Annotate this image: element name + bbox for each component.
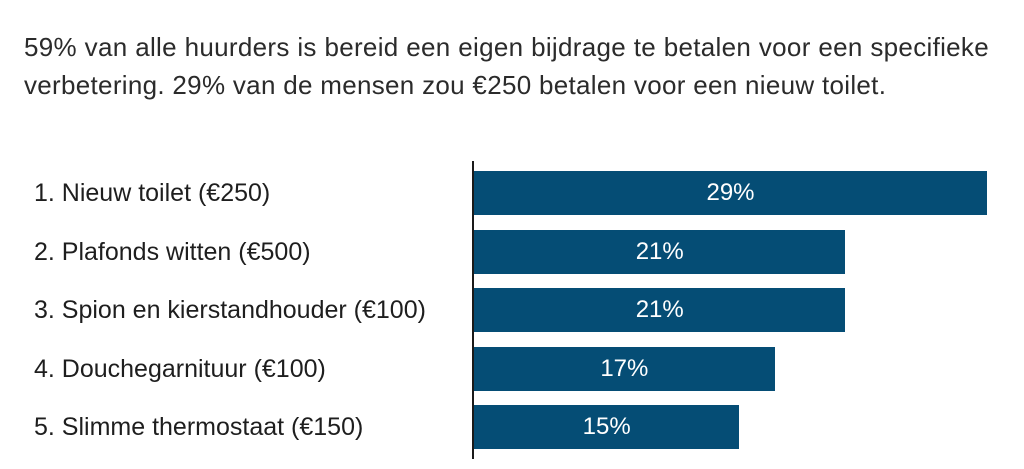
bar — [474, 346, 775, 391]
bar-value-label: 21% — [635, 296, 684, 323]
bar — [474, 229, 846, 274]
category-label: 5. Slimme thermostaat (€150) — [34, 413, 364, 441]
bar-value-label: 29% — [706, 179, 755, 206]
category-label: 4. Douchegarnituur (€100) — [34, 354, 326, 383]
category-label: 2. Plafonds witten (€500) — [34, 237, 311, 266]
bar — [474, 171, 987, 215]
bar — [474, 288, 846, 332]
intro-text: 59% van alle huurders is bereid een eige… — [24, 32, 989, 100]
bar-value-label: 15% — [582, 413, 631, 440]
bar — [474, 405, 740, 449]
chart-axis-line — [472, 161, 474, 459]
bar-value-label: 17% — [600, 354, 649, 382]
bar-value-label: 21% — [635, 237, 684, 265]
category-label: 3. Spion en kierstandhouder (€100) — [34, 296, 426, 324]
category-label: 1. Nieuw toilet (€250) — [34, 179, 271, 207]
